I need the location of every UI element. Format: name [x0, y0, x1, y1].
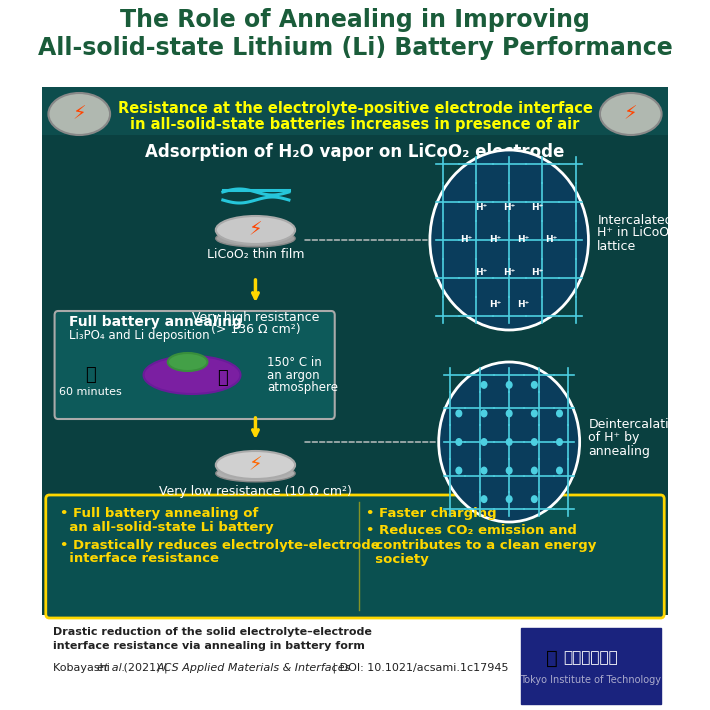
Text: ⏰: ⏰ [85, 366, 96, 384]
FancyBboxPatch shape [43, 87, 667, 135]
Text: Tokyo Institute of Technology: Tokyo Institute of Technology [520, 675, 661, 685]
Circle shape [556, 410, 563, 417]
Text: contributes to a clean energy: contributes to a clean energy [366, 538, 597, 552]
Text: LiCoO₂ thin film: LiCoO₂ thin film [207, 248, 304, 261]
Ellipse shape [168, 353, 207, 371]
FancyBboxPatch shape [43, 0, 667, 90]
Ellipse shape [216, 216, 295, 244]
Circle shape [556, 438, 563, 446]
Text: H⁺: H⁺ [503, 268, 515, 277]
Text: Adsorption of H₂O vapor on LiCoO₂ electrode: Adsorption of H₂O vapor on LiCoO₂ electr… [146, 143, 564, 161]
Circle shape [531, 466, 538, 474]
Text: Deintercalation: Deintercalation [589, 418, 684, 432]
Circle shape [455, 466, 462, 474]
Text: All-solid-state Lithium (Li) Battery Performance: All-solid-state Lithium (Li) Battery Per… [38, 36, 672, 60]
Text: H⁺: H⁺ [461, 236, 473, 244]
Circle shape [439, 362, 579, 522]
Text: 150° C in: 150° C in [267, 356, 322, 368]
FancyBboxPatch shape [520, 628, 661, 704]
Ellipse shape [143, 356, 241, 394]
Text: interface resistance via annealing in battery form: interface resistance via annealing in ba… [53, 641, 365, 651]
Circle shape [531, 381, 538, 389]
Text: in all-solid-state batteries increases in presence of air: in all-solid-state batteries increases i… [131, 117, 579, 133]
Text: et al.: et al. [97, 663, 125, 673]
FancyBboxPatch shape [43, 615, 667, 710]
Text: ⚡: ⚡ [248, 221, 262, 239]
FancyBboxPatch shape [45, 495, 665, 618]
FancyBboxPatch shape [55, 311, 334, 419]
Text: (> 136 Ω cm²): (> 136 Ω cm²) [211, 322, 300, 336]
Circle shape [481, 438, 488, 446]
Text: ACS Applied Materials & Interfaces: ACS Applied Materials & Interfaces [157, 663, 351, 673]
Circle shape [531, 495, 538, 503]
Text: H⁺: H⁺ [489, 236, 501, 244]
Ellipse shape [216, 465, 295, 482]
Text: H⁺: H⁺ [517, 236, 530, 244]
Ellipse shape [600, 93, 662, 135]
Circle shape [531, 438, 538, 446]
Circle shape [430, 150, 589, 330]
Circle shape [455, 410, 462, 417]
Text: Full battery annealing: Full battery annealing [69, 315, 241, 329]
Circle shape [481, 495, 488, 503]
Text: Very high resistance: Very high resistance [192, 310, 319, 324]
Text: The Role of Annealing in Improving: The Role of Annealing in Improving [120, 8, 590, 32]
Text: interface resistance: interface resistance [60, 552, 219, 565]
Text: H⁺: H⁺ [545, 236, 558, 244]
Circle shape [481, 410, 488, 417]
Text: 東京工業大学: 東京工業大学 [563, 650, 618, 665]
FancyBboxPatch shape [43, 135, 667, 620]
Text: H⁺: H⁺ [475, 268, 487, 277]
Text: | DOI: 10.1021/acsami.1c17945: | DOI: 10.1021/acsami.1c17945 [329, 662, 508, 673]
Text: (2021) |: (2021) | [120, 662, 171, 673]
Text: annealing: annealing [589, 444, 650, 457]
Circle shape [506, 410, 513, 417]
Ellipse shape [216, 451, 295, 479]
Text: H⁺: H⁺ [531, 268, 544, 277]
Text: an all-solid-state Li battery: an all-solid-state Li battery [60, 522, 273, 535]
Text: • Reduces CO₂ emission and: • Reduces CO₂ emission and [366, 523, 577, 537]
Text: of H⁺ by: of H⁺ by [589, 432, 640, 444]
Text: ⚡: ⚡ [72, 104, 86, 124]
Circle shape [455, 438, 462, 446]
Text: 🏛: 🏛 [545, 648, 557, 667]
Text: Very low resistance (10 Ω cm²): Very low resistance (10 Ω cm²) [159, 486, 352, 498]
Text: H⁺ in LiCoO₂: H⁺ in LiCoO₂ [597, 226, 674, 239]
Text: Intercalated: Intercalated [597, 214, 673, 226]
Ellipse shape [216, 230, 295, 247]
Text: 🔥: 🔥 [217, 369, 228, 387]
Text: Li₃PO₄ and Li deposition: Li₃PO₄ and Li deposition [69, 329, 209, 342]
Circle shape [531, 410, 538, 417]
Text: H⁺: H⁺ [475, 203, 487, 212]
Ellipse shape [48, 93, 110, 135]
Text: Kobayashi: Kobayashi [53, 663, 113, 673]
Text: atmosphere: atmosphere [267, 381, 338, 395]
Text: H⁺: H⁺ [489, 300, 501, 309]
Text: society: society [366, 552, 430, 565]
Circle shape [556, 466, 563, 474]
Text: ⚡: ⚡ [624, 104, 638, 124]
Circle shape [506, 381, 513, 389]
Text: • Full battery annealing of: • Full battery annealing of [60, 508, 258, 520]
Circle shape [481, 381, 488, 389]
Text: • Drastically reduces electrolyte-electrode: • Drastically reduces electrolyte-electr… [60, 538, 380, 552]
Text: Resistance at the electrolyte-positive electrode interface: Resistance at the electrolyte-positive e… [118, 102, 592, 116]
Text: H⁺: H⁺ [517, 300, 530, 309]
Text: 60 minutes: 60 minutes [60, 387, 122, 397]
Text: • Faster charging: • Faster charging [366, 508, 497, 520]
Text: lattice: lattice [597, 239, 637, 253]
Text: ⚡: ⚡ [248, 456, 262, 474]
Text: H⁺: H⁺ [503, 203, 515, 212]
Circle shape [506, 495, 513, 503]
Circle shape [506, 438, 513, 446]
Text: H⁺: H⁺ [531, 203, 544, 212]
Circle shape [481, 466, 488, 474]
Circle shape [506, 466, 513, 474]
Text: an argon: an argon [267, 368, 320, 381]
Text: Drastic reduction of the solid electrolyte–electrode: Drastic reduction of the solid electroly… [53, 627, 372, 637]
